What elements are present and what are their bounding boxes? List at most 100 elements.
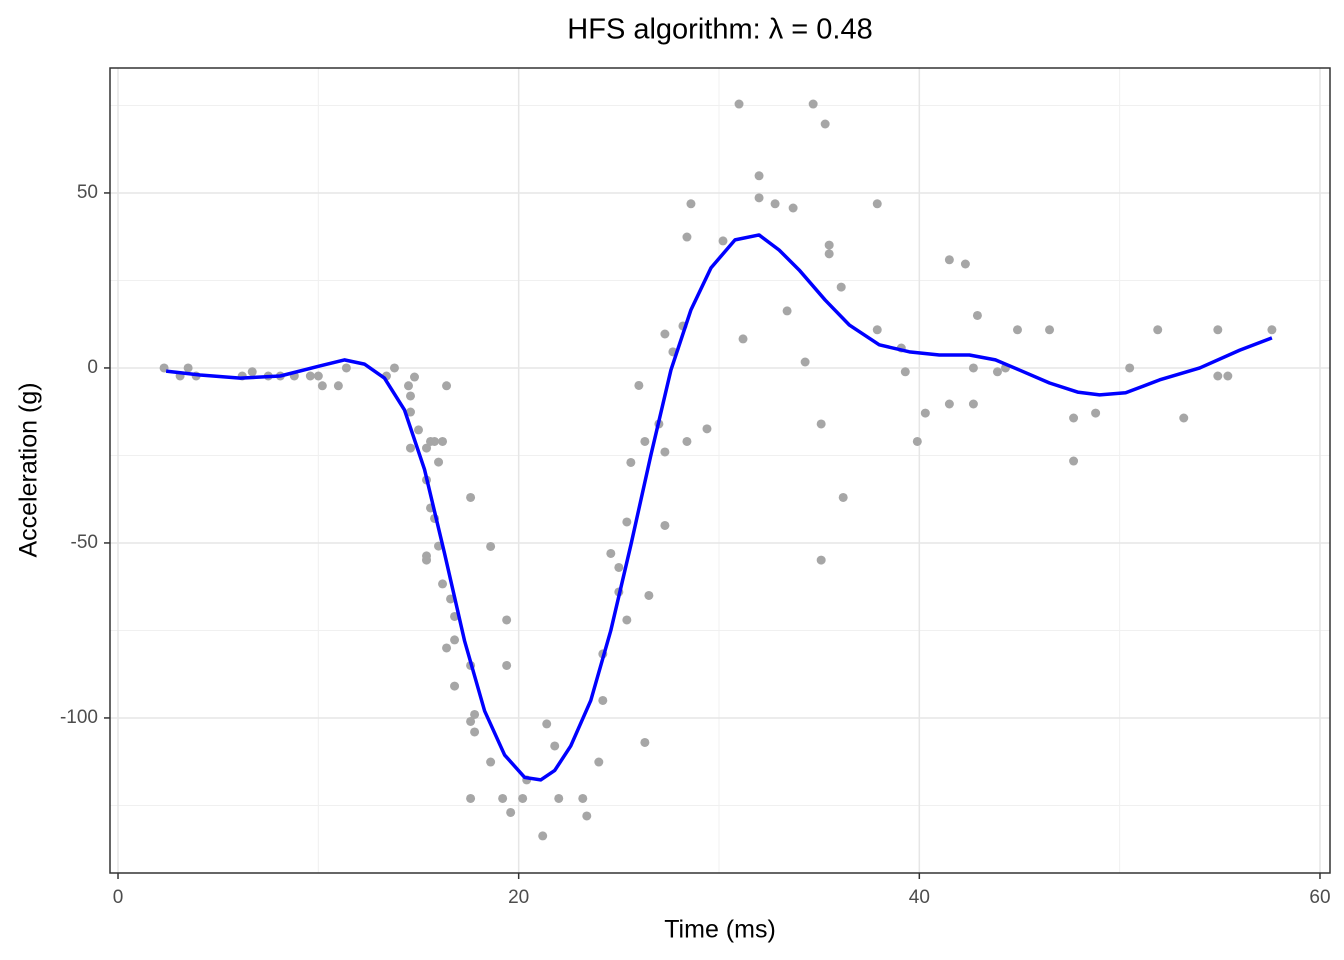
point (968, 363, 978, 373)
point (634, 380, 644, 390)
y-tick-label: 0 (87, 357, 98, 378)
point (470, 709, 480, 719)
point (405, 443, 415, 453)
point (824, 249, 834, 259)
point (422, 555, 432, 565)
point (594, 757, 604, 767)
point (660, 329, 670, 339)
point (734, 99, 744, 109)
point (442, 381, 452, 391)
x-tick-label: 20 (508, 887, 529, 908)
point (960, 259, 970, 269)
point (438, 579, 448, 589)
point (912, 436, 922, 446)
point (682, 436, 692, 446)
x-tick-label: 60 (1309, 887, 1330, 908)
point (434, 457, 444, 467)
point (1125, 363, 1135, 373)
point (682, 232, 692, 242)
point (470, 727, 480, 737)
point (403, 381, 413, 391)
point (1091, 408, 1101, 418)
point (640, 436, 650, 446)
point (992, 367, 1002, 377)
point (1213, 371, 1223, 381)
point (1267, 325, 1277, 335)
point (313, 371, 323, 381)
point (920, 408, 930, 418)
point (502, 615, 512, 625)
point (944, 255, 954, 265)
point (788, 203, 798, 213)
point (640, 737, 650, 747)
point (754, 171, 764, 181)
point (738, 334, 748, 344)
point (800, 357, 810, 367)
point (502, 660, 512, 670)
point (660, 447, 670, 457)
y-tick-label: -50 (71, 532, 98, 553)
point (341, 363, 351, 373)
point (409, 372, 419, 382)
point (518, 793, 528, 803)
point (333, 381, 343, 391)
point (702, 424, 712, 434)
smooth-line (165, 233, 1273, 782)
point (405, 407, 415, 417)
point (644, 590, 654, 600)
point (1045, 325, 1055, 335)
point (498, 793, 508, 803)
point (430, 436, 440, 446)
y-axis-title: Acceleration (g) (15, 382, 43, 557)
point (1153, 325, 1163, 335)
point (820, 119, 830, 129)
point (450, 635, 460, 645)
point (606, 548, 616, 558)
point (582, 811, 592, 821)
point (1223, 371, 1233, 381)
point (872, 325, 882, 335)
point (389, 363, 399, 373)
point (824, 240, 834, 250)
point (622, 615, 632, 625)
y-tick-label: -100 (60, 707, 98, 728)
point (550, 741, 560, 751)
point (317, 381, 327, 391)
panel-border (109, 67, 1331, 874)
point (1179, 413, 1189, 423)
point (770, 199, 780, 209)
x-tick-label: 40 (909, 887, 930, 908)
point (466, 793, 476, 803)
point (718, 236, 728, 246)
point (598, 695, 608, 705)
point (486, 541, 496, 551)
point (972, 310, 982, 320)
point (422, 443, 432, 453)
point (542, 719, 552, 729)
point (414, 425, 424, 435)
point (872, 199, 882, 209)
point (466, 492, 476, 502)
point (808, 99, 818, 109)
point (506, 807, 516, 817)
point (614, 562, 624, 572)
point (754, 193, 764, 203)
point (626, 457, 636, 467)
point (1069, 413, 1079, 423)
x-tick-label: 0 (113, 887, 124, 908)
point (968, 399, 978, 409)
x-axis-title: Time (ms) (664, 916, 776, 944)
point (538, 831, 548, 841)
point (247, 367, 257, 377)
point (450, 681, 460, 691)
point (660, 520, 670, 530)
point (405, 391, 415, 401)
point (836, 282, 846, 292)
point (782, 306, 792, 316)
point (1012, 325, 1022, 335)
point (183, 363, 193, 373)
point (438, 436, 448, 446)
point (442, 643, 452, 653)
